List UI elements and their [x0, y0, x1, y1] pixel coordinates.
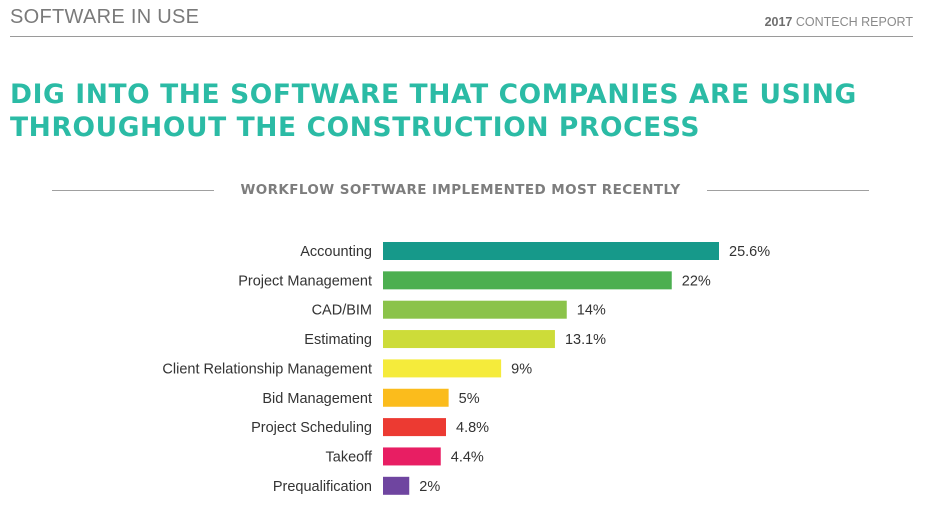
value-label: 9%: [511, 361, 532, 377]
chart-title: WORKFLOW SOFTWARE IMPLEMENTED MOST RECEN…: [240, 182, 681, 198]
headline-line-1: DIG INTO THE SOFTWARE THAT COMPANIES ARE…: [10, 79, 857, 110]
report-year: 2017: [764, 15, 793, 29]
title-rule-right: [707, 190, 869, 191]
chart-title-row: WORKFLOW SOFTWARE IMPLEMENTED MOST RECEN…: [52, 181, 869, 201]
bar: [383, 271, 672, 290]
category-label: Estimating: [304, 332, 372, 348]
category-label: Project Management: [238, 273, 372, 289]
value-label: 22%: [682, 273, 711, 289]
category-label: Accounting: [300, 244, 372, 260]
value-label: 2%: [419, 479, 440, 495]
bar: [383, 418, 446, 437]
report-label: 2017 CONTECH REPORT: [765, 15, 913, 29]
category-label: Prequalification: [273, 479, 372, 495]
category-label: CAD/BIM: [312, 303, 372, 319]
bar: [383, 330, 555, 349]
category-label: Client Relationship Management: [162, 361, 372, 377]
value-label: 25.6%: [729, 244, 770, 260]
title-rule-left: [52, 190, 214, 191]
headline-line-2: THROUGHOUT THE CONSTRUCTION PROCESS: [10, 112, 701, 143]
section-title: SOFTWARE IN USE: [10, 6, 200, 28]
value-label: 5%: [459, 391, 480, 407]
value-label: 14%: [577, 303, 606, 319]
bar: [383, 359, 502, 378]
bar: [383, 242, 719, 260]
top-bar: SOFTWARE IN USE 2017 CONTECH REPORT: [10, 0, 913, 37]
value-label: 13.1%: [565, 332, 606, 348]
bar: [383, 388, 449, 407]
category-label: Project Scheduling: [251, 420, 372, 436]
value-label: 4.4%: [451, 449, 484, 465]
report-name: CONTECH REPORT: [795, 15, 913, 29]
bar: [383, 476, 410, 495]
bar: [383, 300, 567, 319]
bar: [383, 447, 441, 466]
headline: DIG INTO THE SOFTWARE THAT COMPANIES ARE…: [10, 78, 910, 144]
value-label: 4.8%: [456, 420, 489, 436]
category-label: Bid Management: [262, 391, 372, 407]
category-label: Takeoff: [326, 449, 373, 465]
